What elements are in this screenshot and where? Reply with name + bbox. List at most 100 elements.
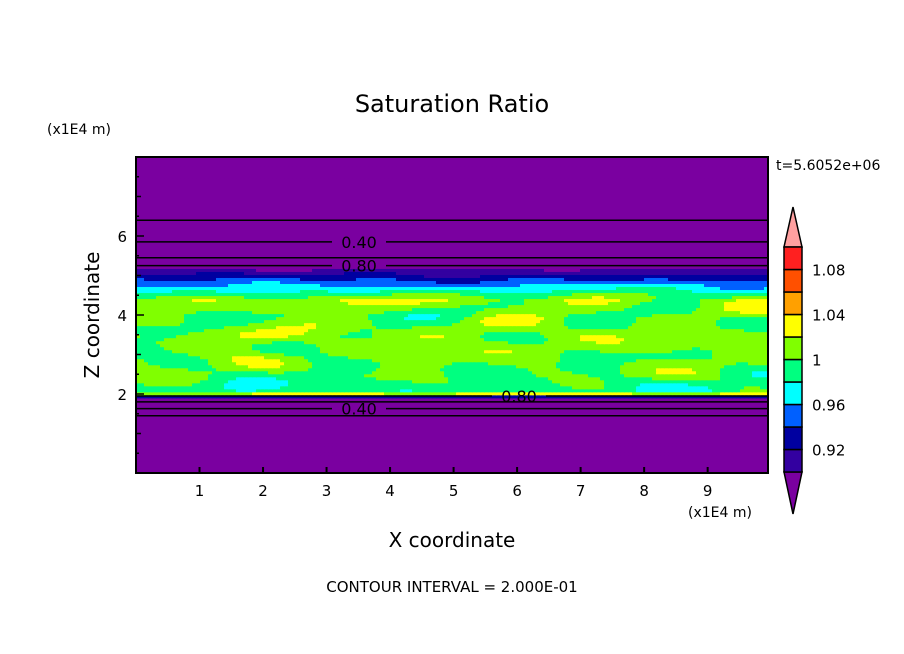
field-cell <box>304 424 309 429</box>
field-cell <box>452 442 457 447</box>
field-cell <box>664 415 669 420</box>
field-cell <box>588 451 593 456</box>
field-cell <box>324 451 329 456</box>
field-cell <box>220 418 225 423</box>
field-cell <box>424 418 429 423</box>
field-cell <box>720 418 725 423</box>
field-cell <box>180 388 185 393</box>
field-cell <box>332 406 337 411</box>
field-cell <box>140 424 145 429</box>
field-cell <box>568 451 573 456</box>
field-cell <box>192 430 197 435</box>
field-cell <box>312 421 317 426</box>
field-cell <box>292 439 297 444</box>
field-cell <box>240 442 245 447</box>
field-cell <box>348 427 353 432</box>
field-cell <box>292 388 297 393</box>
field-cell <box>268 379 273 384</box>
field-cell <box>268 412 273 417</box>
field-cell <box>760 448 765 453</box>
field-cell <box>308 427 313 432</box>
field-cell <box>516 466 521 471</box>
field-cell <box>264 463 269 468</box>
field-cell <box>416 436 421 441</box>
field-cell <box>372 454 377 459</box>
field-cell <box>664 388 669 393</box>
field-cell <box>488 397 493 402</box>
field-cell <box>716 466 721 471</box>
field-cell <box>384 460 389 465</box>
field-cell <box>244 391 249 396</box>
field-cell <box>344 403 349 408</box>
field-cell <box>424 409 429 414</box>
field-cell <box>304 451 309 456</box>
field-cell <box>312 424 317 429</box>
field-cell <box>628 403 633 408</box>
field-cell <box>424 415 429 420</box>
field-cell <box>352 454 357 459</box>
field-cell <box>424 457 429 462</box>
field-cell <box>412 445 417 450</box>
field-cell <box>736 412 741 417</box>
field-cell <box>712 379 717 384</box>
field-cell <box>564 418 569 423</box>
field-cell <box>544 424 549 429</box>
field-cell <box>460 463 465 468</box>
field-cell <box>700 439 705 444</box>
field-cell <box>604 463 609 468</box>
field-cell <box>352 388 357 393</box>
field-cell <box>456 448 461 453</box>
field-cell <box>556 433 561 438</box>
field-cell <box>212 409 217 414</box>
field-cell <box>708 418 713 423</box>
field-cell <box>592 439 597 444</box>
field-cell <box>164 463 169 468</box>
field-cell <box>524 388 529 393</box>
field-cell <box>680 385 685 390</box>
field-cell <box>620 415 625 420</box>
field-cell <box>424 454 429 459</box>
field-cell <box>632 421 637 426</box>
field-cell <box>304 466 309 471</box>
field-cell <box>160 397 165 402</box>
field-cell <box>724 388 729 393</box>
field-cell <box>240 391 245 396</box>
field-cell <box>548 433 553 438</box>
field-cell <box>672 418 677 423</box>
field-cell <box>168 403 173 408</box>
field-cell <box>172 421 177 426</box>
field-cell <box>568 433 573 438</box>
field-cell <box>404 424 409 429</box>
field-cell <box>168 427 173 432</box>
field-cell <box>672 451 677 456</box>
field-cell <box>536 409 541 414</box>
field-cell <box>664 451 669 456</box>
field-cell <box>680 427 685 432</box>
field-cell <box>192 445 197 450</box>
field-cell <box>480 433 485 438</box>
field-cell <box>508 394 513 399</box>
field-cell <box>264 442 269 447</box>
field-cell <box>332 391 337 396</box>
field-cell <box>588 442 593 447</box>
field-cell <box>388 415 393 420</box>
field-cell <box>488 382 493 387</box>
field-cell <box>680 397 685 402</box>
field-cell <box>192 469 197 474</box>
field-cell <box>460 382 465 387</box>
field-cell <box>604 457 609 462</box>
field-cell <box>420 424 425 429</box>
field-cell <box>288 424 293 429</box>
field-cell <box>504 385 509 390</box>
field-cell <box>716 436 721 441</box>
field-cell <box>228 427 233 432</box>
field-cell <box>316 391 321 396</box>
field-cell <box>744 388 749 393</box>
field-cell <box>148 463 153 468</box>
field-cell <box>640 409 645 414</box>
field-cell <box>324 412 329 417</box>
field-cell <box>276 376 281 381</box>
field-cell <box>652 412 657 417</box>
field-cell <box>732 463 737 468</box>
field-cell <box>388 460 393 465</box>
